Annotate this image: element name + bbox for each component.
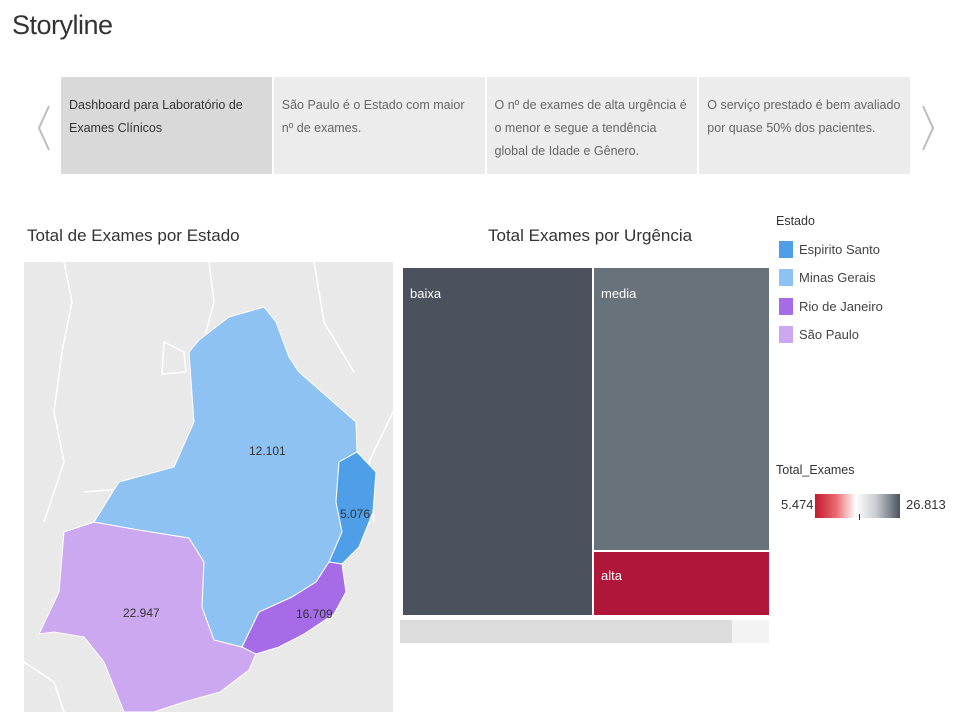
- treemap-tile-media[interactable]: media: [594, 268, 769, 550]
- legend-label: Espirito Santo: [799, 241, 880, 257]
- legend-swatch: [779, 240, 793, 258]
- legend-item-minas-gerais[interactable]: Minas Gerais: [779, 267, 876, 287]
- previous-arrow-icon[interactable]: [31, 100, 57, 156]
- tile-label-alta: alta: [601, 568, 622, 583]
- treemap-tile-alta[interactable]: alta: [594, 552, 769, 615]
- story-point-4[interactable]: O serviço prestado é bem avaliado por qu…: [699, 77, 910, 174]
- tile-label-media: media: [601, 286, 637, 301]
- map-background-borders: [24, 262, 393, 712]
- region-espirito-santo[interactable]: [328, 451, 377, 565]
- color-gradient-legend: [815, 494, 900, 518]
- scrollbar-thumb[interactable]: [400, 620, 732, 643]
- map-title: Total de Exames por Estado: [27, 226, 240, 245]
- legend-swatch: [779, 268, 793, 286]
- story-point-text: O serviço prestado é bem avaliado por qu…: [707, 98, 901, 135]
- legend-label: Minas Gerais: [799, 269, 876, 285]
- next-arrow-icon[interactable]: [915, 100, 941, 156]
- story-navigator: Dashboard para Laboratório de Exames Clí…: [61, 77, 910, 174]
- urgency-treemap: baixa media alta: [403, 268, 769, 615]
- story-point-text: São Paulo é o Estado com maior nº de exa…: [281, 98, 465, 135]
- legend-label: Rio de Janeiro: [799, 298, 883, 314]
- label-minas-gerais: 12.101: [249, 444, 286, 458]
- legend-label: São Paulo: [799, 326, 859, 342]
- label-espirito-santo: 5.076: [340, 507, 370, 521]
- state-map[interactable]: 12.101 5.076 16.709 22.947: [24, 262, 393, 712]
- label-sao-paulo: 22.947: [123, 606, 160, 620]
- story-point-3[interactable]: O nº de exames de alta urgência é o meno…: [486, 77, 698, 174]
- horizontal-scrollbar[interactable]: [400, 620, 769, 643]
- treemap-title: Total Exames por Urgência: [488, 226, 693, 245]
- treemap-tile-baixa[interactable]: baixa: [403, 268, 592, 615]
- legend-estado-title: Estado: [776, 214, 815, 228]
- legend-swatch: [779, 325, 793, 343]
- legend-item-rio-de-janeiro[interactable]: Rio de Janeiro: [779, 296, 883, 316]
- legend-swatch: [779, 297, 793, 315]
- legend-item-sao-paulo[interactable]: São Paulo: [779, 324, 859, 344]
- legend-total-min: 5.474: [781, 497, 814, 512]
- story-point-2[interactable]: São Paulo é o Estado com maior nº de exa…: [273, 77, 485, 174]
- story-point-text: O nº de exames de alta urgência é o meno…: [494, 98, 687, 158]
- gradient-center-tick: [859, 514, 860, 520]
- legend-total-max: 26.813: [906, 497, 946, 512]
- legend-total-title: Total_Exames: [776, 463, 855, 477]
- story-title: Storyline: [12, 10, 113, 40]
- label-rio-de-janeiro: 16.709: [296, 607, 333, 621]
- region-rio-de-janeiro[interactable]: [241, 561, 347, 655]
- tile-label-baixa: baixa: [410, 286, 442, 301]
- legend-item-espirito-santo[interactable]: Espirito Santo: [779, 239, 880, 259]
- story-point-1[interactable]: Dashboard para Laboratório de Exames Clí…: [61, 77, 272, 174]
- story-point-text: Dashboard para Laboratório de Exames Clí…: [69, 98, 243, 135]
